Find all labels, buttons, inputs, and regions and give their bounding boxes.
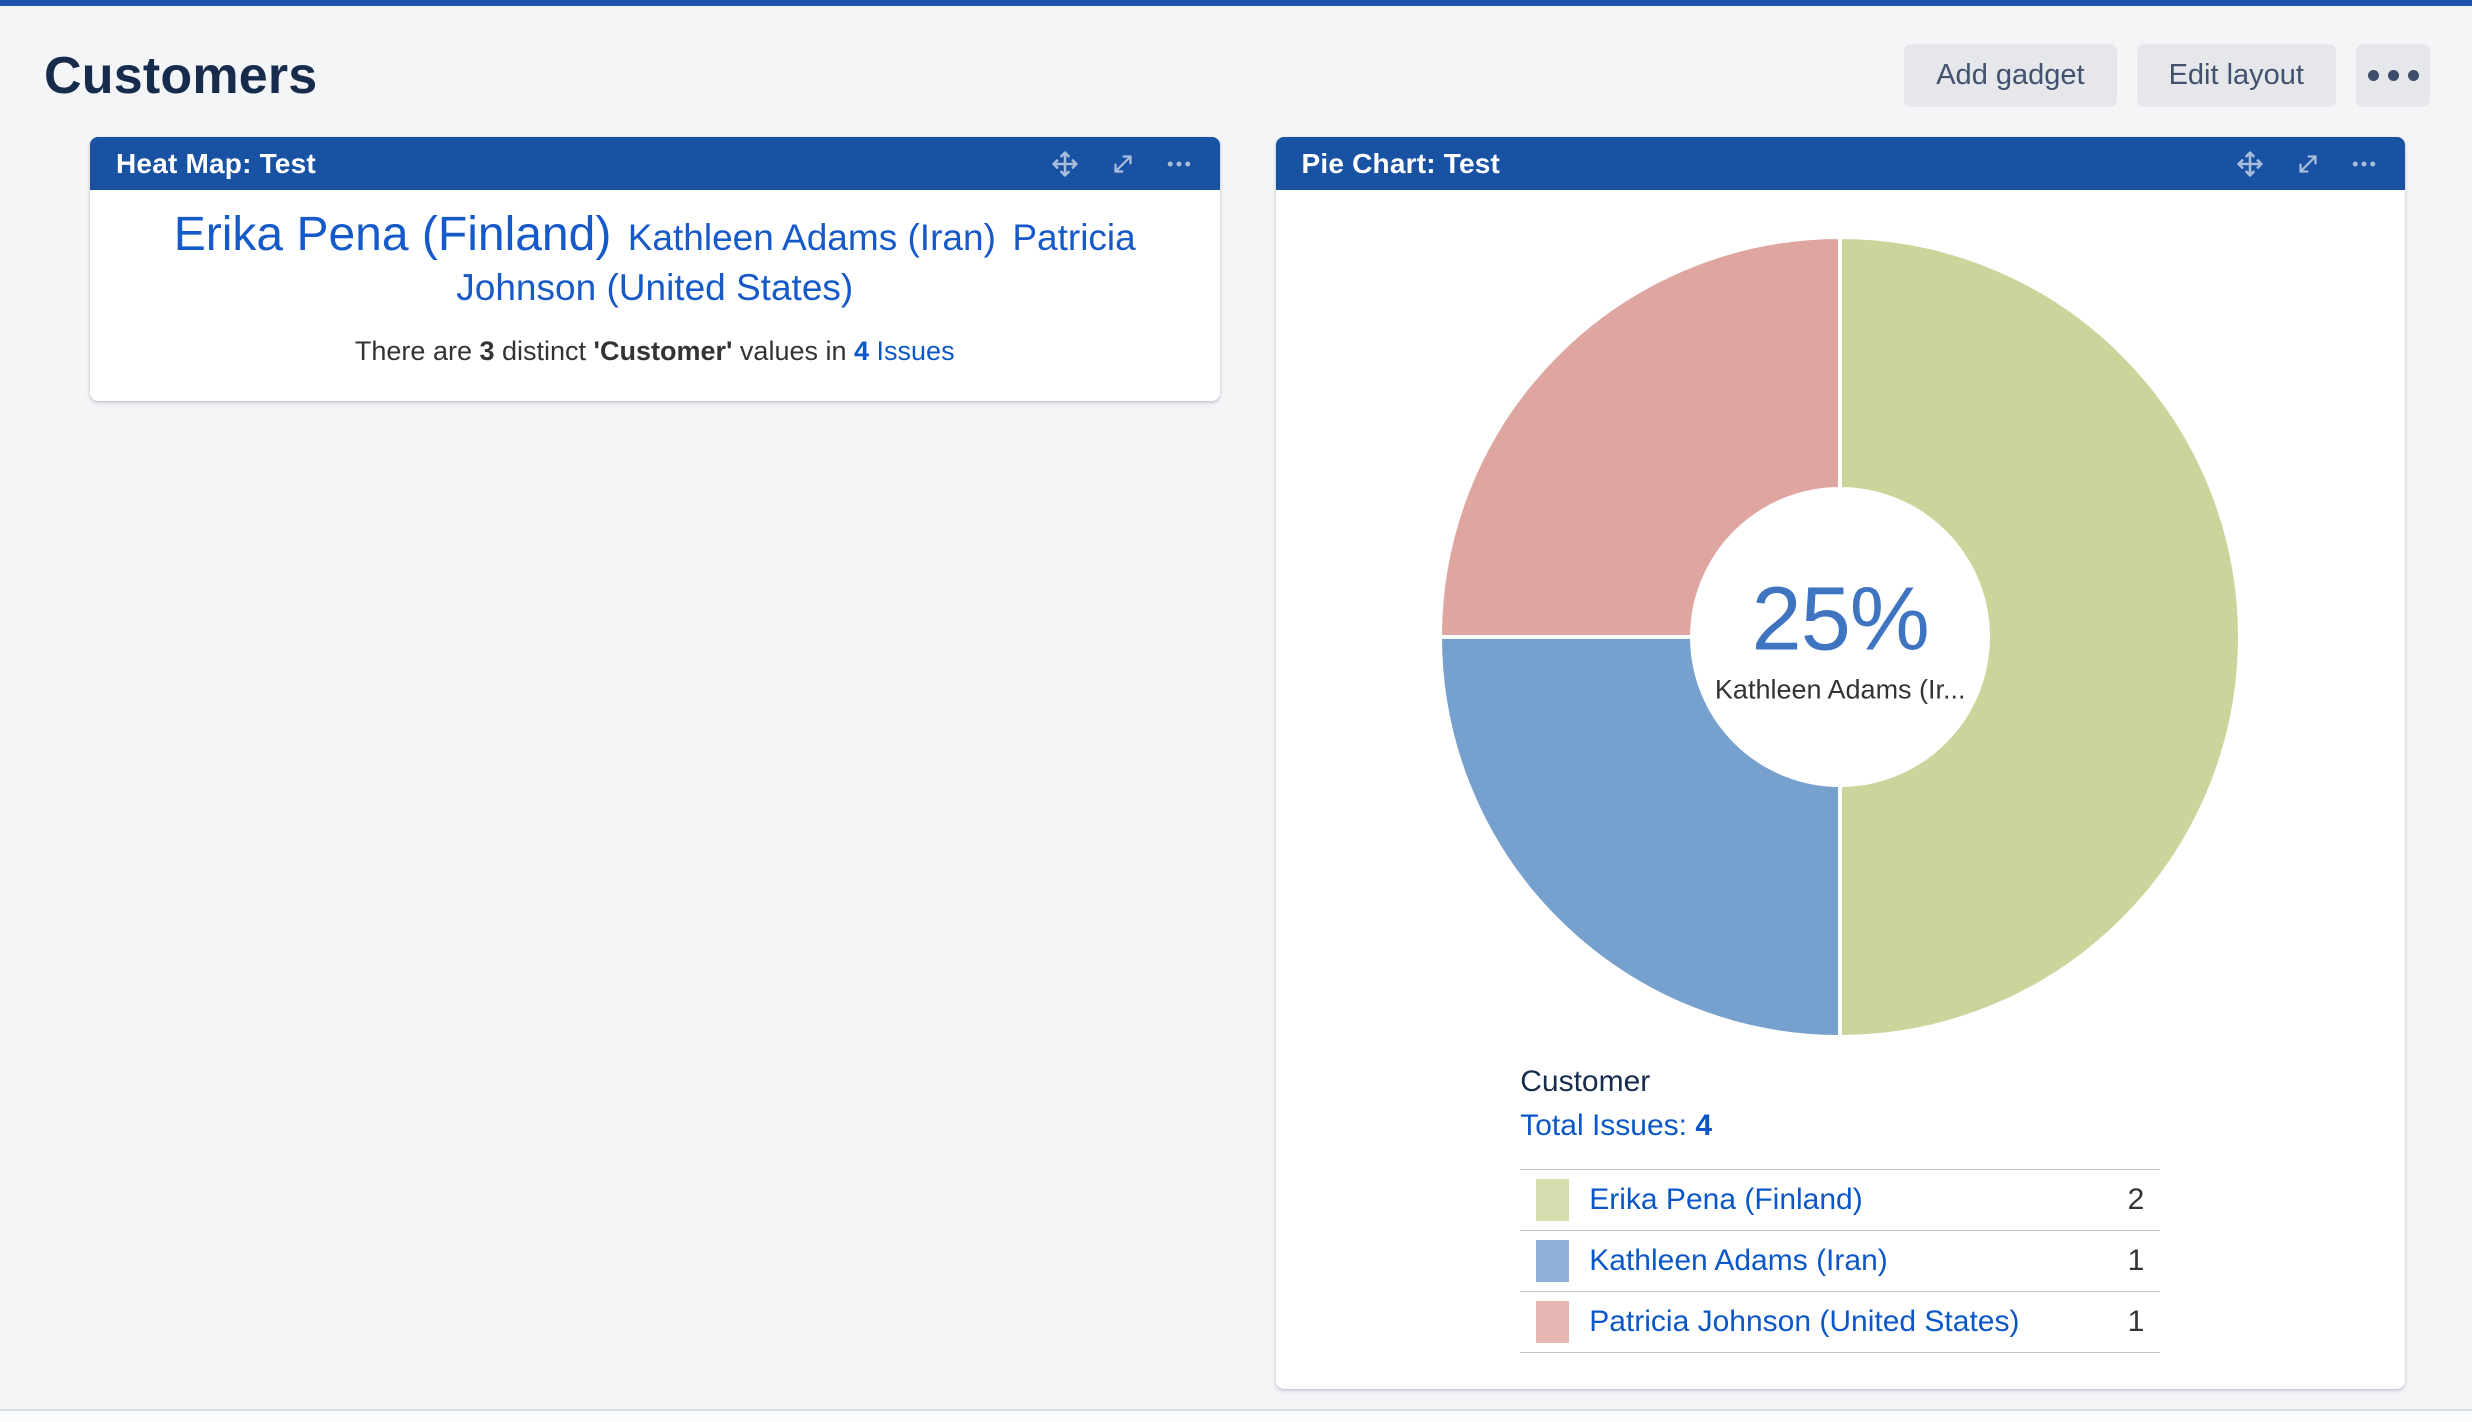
legend-row: Patricia Johnson (United States) 1: [1520, 1292, 2161, 1353]
pie-gadget-title: Pie Chart: Test: [1301, 147, 1501, 179]
legend-swatch: [1536, 1240, 1570, 1282]
legend-table: Erika Pena (Finland) 2 Kathleen Adams (I…: [1520, 1169, 2161, 1353]
pie-body: 25% Kathleen Adams (Ir... Customer Total…: [1276, 190, 2406, 1389]
gadget-menu-icon[interactable]: [2349, 149, 2379, 179]
legend-swatch: [1536, 1179, 1570, 1221]
legend-count: 1: [2127, 1244, 2145, 1277]
heatmap-gadget-header: Heat Map: Test: [90, 137, 1220, 190]
pie-slice[interactable]: [1438, 635, 1843, 1040]
legend-row: Erika Pena (Finland) 2: [1520, 1170, 2161, 1231]
legend-row: Kathleen Adams (Iran) 1: [1520, 1231, 2161, 1292]
page-header: Customers Add gadget Edit layout: [0, 6, 2472, 137]
legend-count: 2: [2127, 1183, 2145, 1216]
expand-icon[interactable]: [1108, 149, 1138, 179]
more-options-button[interactable]: [2356, 44, 2430, 107]
summary-text: distinct: [494, 335, 594, 366]
heatmap-body: Erika Pena (Finland) Kathleen Adams (Ira…: [90, 190, 1220, 367]
dashboard: Heat Map: Test Erika Pena (Finland) Kath…: [0, 137, 2472, 1389]
ellipsis-icon: [2367, 70, 2419, 81]
pie-field-label: Customer: [1520, 1065, 1651, 1098]
pie-slice[interactable]: [1838, 234, 2243, 1040]
gadget-menu-icon[interactable]: [1164, 149, 1194, 179]
legend-label-link[interactable]: Patricia Johnson (United States): [1589, 1305, 2020, 1338]
heatmap-gadget: Heat Map: Test Erika Pena (Finland) Kath…: [90, 137, 1220, 401]
pie-footer: Customer Total Issues: 4 Erika Pena (Fin…: [1520, 1065, 2161, 1353]
summary-text: There are: [354, 335, 480, 366]
summary-distinct-count: 3: [479, 335, 495, 366]
header-actions: Add gadget Edit layout: [1904, 44, 2430, 107]
bottom-divider: [0, 1409, 2472, 1422]
pie-gadget-header: Pie Chart: Test: [1275, 137, 2405, 190]
page-title: Customers: [44, 46, 318, 105]
legend-label-link[interactable]: Kathleen Adams (Iran): [1589, 1244, 1888, 1277]
summary-text: values in: [732, 335, 854, 366]
summary-field-name: 'Customer': [593, 335, 733, 366]
edit-layout-button[interactable]: Edit layout: [2136, 44, 2336, 107]
heatmap-words: Erika Pena (Finland) Kathleen Adams (Ira…: [120, 206, 1190, 310]
total-issues-link[interactable]: Total Issues: 4: [1520, 1109, 1713, 1142]
move-icon[interactable]: [1048, 147, 1082, 181]
heatmap-item-link[interactable]: Kathleen Adams (Iran): [627, 217, 996, 258]
expand-icon[interactable]: [2293, 149, 2323, 179]
donut-chart[interactable]: 25% Kathleen Adams (Ir...: [1435, 232, 2245, 1047]
move-icon[interactable]: [2233, 147, 2267, 181]
heatmap-gadget-title: Heat Map: Test: [116, 147, 316, 179]
pie-gadget-tools: [2233, 147, 2379, 181]
pie-chart-gadget: Pie Chart: Test 25% Kathleen Adams (Ir..…: [1275, 137, 2406, 1389]
heatmap-item-link[interactable]: Erika Pena (Finland): [173, 208, 612, 261]
heatmap-summary: There are 3 distinct 'Customer' values i…: [120, 336, 1190, 367]
issues-link[interactable]: 4 Issues: [854, 335, 955, 366]
top-accent-bar: [0, 0, 2472, 6]
heatmap-item-link[interactable]: Patricia Johnson (United States): [456, 217, 1136, 308]
pie-slice[interactable]: [1438, 234, 1843, 639]
donut-svg: [1438, 234, 2243, 1040]
legend-swatch: [1536, 1301, 1570, 1343]
legend-label-link[interactable]: Erika Pena (Finland): [1589, 1183, 1863, 1216]
add-gadget-button[interactable]: Add gadget: [1904, 44, 2117, 107]
legend-count: 1: [2127, 1305, 2145, 1338]
heatmap-gadget-tools: [1048, 147, 1194, 181]
